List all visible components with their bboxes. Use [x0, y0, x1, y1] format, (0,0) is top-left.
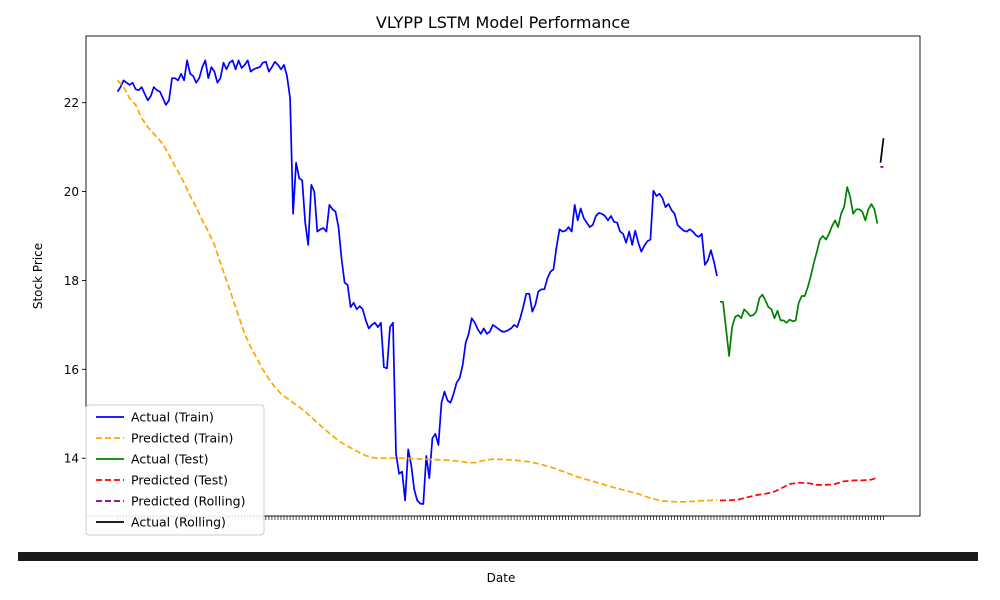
y-tick-label: 22	[64, 96, 79, 110]
x-axis-label: Date	[487, 571, 516, 585]
x-tick-label-band	[18, 552, 978, 561]
legend-label-predicted-test: Predicted (Test)	[131, 473, 228, 488]
legend-label-actual-train: Actual (Train)	[131, 410, 214, 425]
y-tick-label: 20	[64, 185, 79, 199]
chart-title: VLYPP LSTM Model Performance	[376, 13, 630, 32]
series-line-predicted-train	[116, 79, 718, 503]
plot-frame	[85, 35, 921, 517]
legend-label-actual-rolling: Actual (Rolling)	[131, 515, 226, 530]
legend: Actual (Train) Predicted (Train) Actual (T…	[85, 404, 265, 536]
y-tick-label: 18	[64, 274, 79, 288]
y-axis-label: Stock Price	[31, 243, 45, 309]
series-line-predicted-test	[720, 476, 878, 502]
legend-box	[85, 404, 265, 536]
legend-label-predicted-rolling: Predicted (Rolling)	[131, 494, 245, 509]
y-ticks: 14 16 18 20 22	[64, 96, 86, 466]
legend-label-actual-test: Actual (Test)	[131, 452, 209, 467]
y-tick-label: 16	[64, 363, 79, 377]
legend-label-predicted-train: Predicted (Train)	[131, 431, 233, 446]
series-layer	[116, 59, 885, 505]
series-line-actual-train	[116, 59, 718, 505]
series-line-actual-test	[720, 186, 879, 357]
y-tick-label: 14	[64, 452, 79, 466]
series-line-actual-rolling	[879, 138, 885, 163]
